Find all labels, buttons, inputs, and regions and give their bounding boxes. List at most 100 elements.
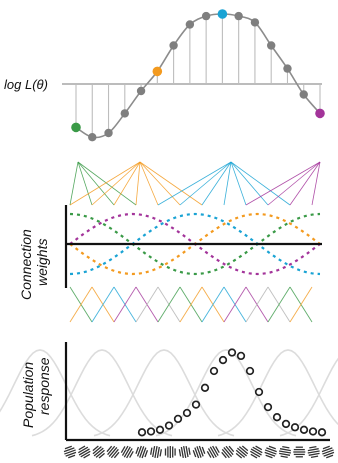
- loglik-point-highlight: [315, 108, 325, 119]
- connection-fan-line: [69, 161, 141, 206]
- stimulus-stripe: [268, 445, 276, 450]
- stimulus-stripe: [150, 447, 153, 455]
- connection-cross-line: [157, 286, 181, 323]
- response-point: [200, 383, 210, 392]
- stimulus-stripe: [183, 445, 187, 459]
- tuning-curve: [217, 349, 338, 437]
- response-label-line1: Population: [20, 362, 36, 428]
- stimulus-stripe: [307, 450, 320, 454]
- loglik-dots: [71, 9, 325, 142]
- stimulus-stripe: [309, 446, 317, 449]
- response-point: [137, 428, 147, 437]
- stimulus-stripe: [65, 451, 77, 457]
- response-point: [272, 413, 282, 422]
- orientation-stimulus: [120, 445, 134, 459]
- stimulus-stripe: [78, 446, 89, 454]
- response-point: [263, 402, 273, 412]
- connection-fan-line: [245, 161, 321, 206]
- stimulus-stripe: [152, 446, 156, 458]
- weights-panel: Connection weights: [18, 161, 322, 323]
- stimulus-stripe: [228, 445, 235, 453]
- stimulus-stripe: [238, 446, 249, 455]
- stimulus-stripe: [279, 452, 291, 456]
- response-point: [209, 366, 219, 376]
- stimulus-stripe: [92, 446, 102, 455]
- response-point: [308, 427, 318, 436]
- stimulus-stripe: [215, 446, 220, 454]
- stimulus-stripe: [264, 449, 277, 455]
- stimulus-stripe: [308, 452, 320, 456]
- response-point: [290, 423, 300, 432]
- connection-fan-line: [201, 161, 232, 206]
- response-point: [155, 425, 165, 434]
- stimulus-stripe: [154, 445, 158, 459]
- stimulus-stripe: [250, 450, 261, 458]
- connection-fan-lines: [69, 161, 321, 206]
- stimulus-stripe: [139, 446, 145, 458]
- loglik-point-highlight: [71, 122, 81, 133]
- connection-fan-line: [91, 161, 141, 206]
- stimulus-stripe: [326, 454, 334, 459]
- stimulus-stripe: [123, 446, 131, 458]
- stimulus-stripe: [108, 446, 118, 458]
- connection-fan-line: [267, 161, 321, 206]
- orientation-stimulus: [63, 445, 77, 459]
- stimulus-stripe: [80, 450, 91, 458]
- connection-fan-line: [157, 161, 232, 206]
- orientation-stimuli: [63, 445, 335, 459]
- response-point: [173, 414, 183, 424]
- stimulus-stripe: [206, 450, 212, 458]
- stimulus-stripe: [178, 449, 182, 457]
- stimulus-stripe: [322, 445, 330, 450]
- stimulus-stripe: [252, 446, 263, 454]
- loglik-panel: log L(θ): [4, 9, 325, 142]
- response-panel: Population response: [0, 342, 338, 442]
- response-point: [218, 355, 228, 365]
- loglik-point: [250, 18, 260, 27]
- response-point: [191, 400, 201, 409]
- stimulus-stripe: [201, 446, 206, 454]
- stimulus-stripe: [93, 447, 104, 457]
- loglik-point: [185, 20, 195, 29]
- connection-fan-line: [139, 161, 159, 206]
- response-point: [254, 387, 264, 397]
- orientation-stimulus: [278, 446, 292, 458]
- stimulus-stripe: [159, 449, 162, 457]
- weights-label-line2: weights: [34, 239, 50, 286]
- stimulus-stripe: [196, 446, 202, 458]
- stimulus-stripe: [235, 449, 246, 458]
- connection-cross-line: [201, 286, 225, 323]
- stimulus-stripe: [194, 447, 200, 459]
- stimulus-stripe: [185, 446, 189, 458]
- loglik-point: [169, 41, 178, 50]
- connection-fan-line: [77, 161, 93, 206]
- weight-curve: [69, 212, 321, 276]
- orientation-stimulus: [135, 445, 149, 459]
- loglik-label: log L(θ): [4, 77, 48, 92]
- connection-cross-line: [179, 286, 203, 323]
- connection-cross-lines: [69, 286, 313, 323]
- stimulus-stripe: [221, 451, 227, 459]
- stimulus-stripe: [266, 447, 277, 453]
- stimulus-stripe: [250, 453, 258, 459]
- stimulus-stripe: [223, 446, 233, 458]
- connection-cross-line: [113, 286, 137, 323]
- connection-fan-line: [139, 161, 181, 206]
- connection-cross-line: [245, 286, 269, 323]
- stimulus-stripe: [236, 447, 248, 457]
- stimulus-stripe: [95, 449, 105, 458]
- response-point: [299, 425, 309, 434]
- tuning-curve: [0, 349, 111, 437]
- stimulus-stripe: [156, 446, 160, 458]
- stimulus-stripe: [250, 448, 262, 456]
- connection-cross-line: [223, 286, 247, 323]
- loglik-point-highlight: [152, 66, 163, 77]
- connection-cross-line: [91, 286, 115, 323]
- stimulus-stripe: [264, 451, 276, 457]
- tuning-curve: [279, 357, 338, 437]
- loglik-point: [299, 90, 308, 99]
- stimulus-stripe: [235, 452, 243, 459]
- stimulus-stripe: [279, 448, 291, 452]
- response-point: [182, 408, 192, 418]
- connection-cross-line: [135, 286, 159, 323]
